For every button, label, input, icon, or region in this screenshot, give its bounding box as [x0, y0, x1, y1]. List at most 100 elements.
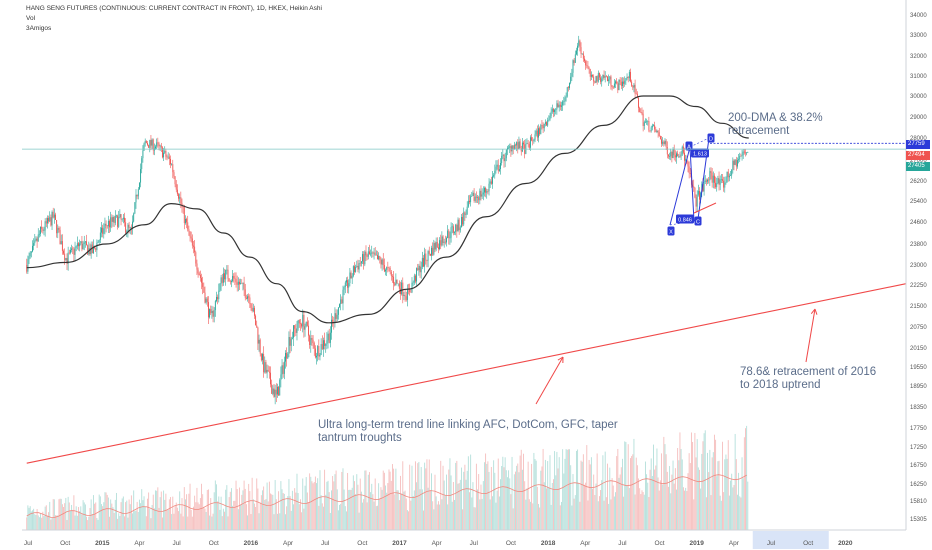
volume-bar — [626, 485, 628, 530]
volume-bar — [688, 453, 690, 530]
candle-body — [523, 142, 524, 145]
candle-body — [383, 265, 385, 272]
x-tick-label: Oct — [209, 540, 219, 547]
volume-bar — [30, 511, 32, 530]
volume-bar — [276, 513, 278, 530]
volume-bar — [472, 482, 474, 530]
candle-body — [552, 108, 554, 113]
volume-bar — [426, 459, 428, 530]
retracement-annotation-line-2: to 2018 uptrend — [740, 379, 821, 391]
volume-bar — [44, 506, 46, 530]
candle-body — [489, 181, 491, 184]
candle-body — [595, 76, 597, 83]
candle-body — [481, 194, 483, 197]
x-tick-label: Jul — [321, 540, 330, 547]
candle-body — [651, 125, 653, 128]
candle-body — [705, 180, 707, 182]
volume-bar — [592, 488, 593, 530]
volume-bar — [656, 448, 658, 530]
candle-body — [287, 353, 289, 359]
volume-bar — [651, 476, 653, 530]
candle-body — [569, 82, 570, 88]
volume-bar — [260, 495, 262, 530]
x-tick-label: 2016 — [244, 540, 259, 547]
candle-body — [572, 60, 574, 73]
candle-body — [565, 96, 567, 98]
volume-bar — [32, 510, 33, 530]
candle-body — [155, 146, 156, 149]
volume-bar — [736, 494, 738, 530]
volume-bar — [49, 501, 51, 530]
volume-bar — [585, 482, 587, 530]
candle-body — [331, 319, 332, 333]
candle-body — [63, 250, 64, 254]
volume-bar — [682, 487, 684, 530]
volume-bar — [489, 499, 491, 530]
volume-bar — [511, 456, 513, 530]
volume-bar — [478, 474, 480, 530]
volume-bar — [405, 498, 407, 530]
volume-bar — [179, 491, 181, 530]
volume-bar — [504, 457, 506, 530]
volume-bar — [279, 513, 281, 530]
candle-body — [395, 279, 397, 286]
candle-body — [463, 212, 465, 225]
volume-bar — [700, 488, 702, 530]
retracement-annotation-arrow — [805, 308, 816, 363]
volume-bar — [352, 475, 354, 530]
volume-bar — [740, 497, 742, 530]
volume-bar — [404, 490, 406, 530]
volume-bar — [477, 489, 478, 530]
volume-bar — [121, 498, 123, 530]
volume-bar — [120, 502, 122, 530]
volume-bar — [132, 513, 133, 530]
volume-bar — [579, 501, 581, 530]
volume-bar — [106, 494, 108, 530]
volume-bar — [641, 490, 643, 530]
volume-bar — [570, 465, 572, 530]
candle-body — [699, 190, 700, 200]
volume-bar — [510, 494, 512, 530]
volume-bar — [666, 471, 668, 530]
y-tick-label: 26200 — [910, 179, 927, 185]
candle-body — [659, 136, 661, 140]
volume-bar — [546, 488, 547, 530]
candle-body — [621, 81, 623, 86]
volume-bar — [158, 507, 160, 530]
volume-bar — [119, 516, 121, 530]
volume-bar — [135, 510, 137, 530]
volume-bar — [144, 506, 146, 530]
candle-body — [617, 83, 619, 91]
volume-bar — [117, 518, 119, 530]
candle-body — [563, 101, 565, 102]
volume-bar — [520, 449, 522, 530]
candle-body — [339, 304, 340, 308]
volume-bar — [480, 484, 482, 530]
x-tick-label: Apr — [729, 540, 740, 547]
volume-bar — [241, 494, 243, 530]
volume-bar — [27, 505, 29, 530]
candle-body — [442, 236, 444, 243]
candle-body — [285, 352, 286, 362]
candle-body — [549, 115, 551, 120]
volume-bar — [473, 507, 475, 530]
candle-body — [414, 275, 416, 282]
candle-body — [460, 217, 462, 228]
volume-bar — [421, 489, 423, 530]
volume-bar — [370, 492, 372, 530]
candle-body — [106, 225, 108, 227]
candle-body — [734, 159, 736, 165]
volume-bar — [99, 496, 101, 530]
volume-bar — [56, 515, 58, 530]
candle-body — [688, 166, 690, 173]
volume-bar — [658, 490, 660, 530]
candle-body — [475, 196, 477, 198]
volume-bar — [129, 504, 131, 530]
volume-bar — [446, 474, 447, 530]
candle-body — [49, 217, 51, 222]
candle-body — [115, 215, 117, 217]
volume-bar — [715, 439, 717, 530]
candle-body — [110, 217, 112, 228]
volume-bar — [441, 499, 443, 530]
volume-bar — [150, 518, 152, 530]
